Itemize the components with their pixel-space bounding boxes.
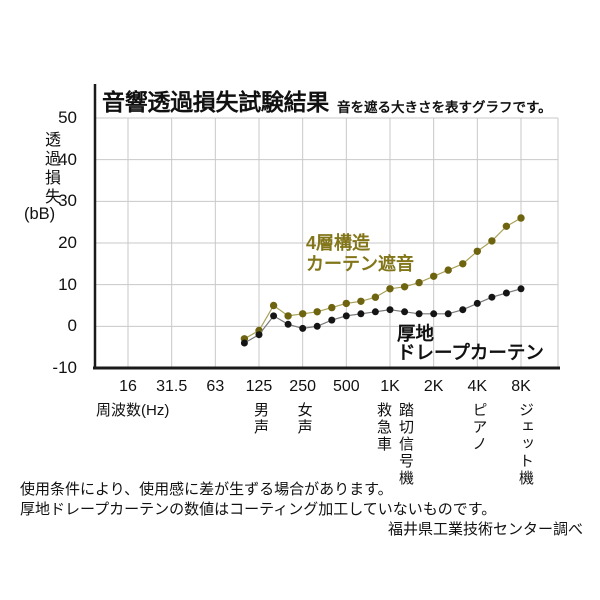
y-tick-label: 50 (58, 108, 77, 127)
x-tick-label: 250 (289, 378, 316, 395)
x-tick-label: 63 (206, 378, 225, 395)
data-point-4layer (415, 278, 423, 287)
data-point-drape (328, 316, 336, 324)
data-point-drape (401, 308, 409, 316)
data-point-4layer (284, 312, 292, 320)
x-axis-label: 周波数(Hz) (96, 402, 170, 419)
data-point-drape (444, 310, 452, 318)
x-tick-label: 16 (119, 378, 137, 395)
data-point-drape (357, 310, 365, 318)
data-point-drape (240, 339, 248, 347)
data-point-drape (342, 312, 350, 320)
data-point-4layer (502, 222, 511, 230)
data-point-4layer (328, 303, 336, 312)
legend-series-drape-line2: ドレープカーテン (397, 342, 544, 363)
chart-subtitle: 音を遮る大きさを表すグラフです。 (337, 100, 552, 115)
y-axis-label: 透過損失 (42, 131, 59, 207)
data-point-drape (473, 299, 481, 307)
data-point-4layer (473, 247, 481, 255)
data-point-drape (488, 293, 496, 301)
chart-title: 音響透過損失試験結果 (102, 89, 330, 115)
data-point-drape (313, 322, 321, 330)
legend-series-drape-line1: 厚地 (397, 323, 435, 344)
data-point-drape (502, 289, 510, 297)
y-tick-label: 10 (58, 274, 77, 294)
sound-marker: 救急車 (374, 402, 392, 453)
sound-marker: ジェット機 (516, 402, 534, 487)
y-tick-label: 20 (58, 233, 77, 252)
x-tick-label: 4K (467, 378, 488, 395)
y-tick-label: -10 (52, 358, 77, 377)
data-point-drape (386, 306, 394, 314)
y-axis-unit: (bB) (24, 205, 56, 223)
note-line-2: 厚地ドレープカーテンの数値はコーティング加工していないものです。 (20, 501, 497, 518)
data-point-4layer (371, 293, 380, 301)
data-point-4layer (488, 237, 496, 245)
data-point-drape (415, 310, 423, 318)
x-tick-label: 1K (380, 378, 400, 395)
sound-marker: 女声 (295, 402, 313, 436)
x-tick-label: 2K (423, 378, 444, 395)
x-tick-label: 500 (332, 378, 360, 395)
y-tick-label: 0 (67, 316, 77, 336)
sound-marker: ピアノ (470, 402, 488, 453)
data-point-4layer (386, 285, 394, 293)
legend-series-drape: 厚地 ドレープカーテン (397, 324, 544, 362)
x-tick-label: 125 (245, 378, 273, 395)
data-point-4layer (269, 301, 278, 310)
x-tick-label: 31.5 (156, 378, 188, 395)
data-point-4layer (299, 310, 307, 318)
source-credit: 福井県工業技術センター調べ (387, 521, 583, 538)
legend-series-4layer-line2: カーテン遮音 (306, 254, 414, 274)
data-point-drape (270, 312, 278, 320)
data-point-4layer (357, 297, 365, 305)
legend-series-4layer-line1: 4層構造 (306, 233, 371, 253)
data-point-drape (430, 310, 438, 318)
y-tick-label: 40 (58, 149, 77, 169)
data-point-drape (371, 308, 379, 316)
sound-marker: 男声 (251, 402, 269, 436)
data-point-4layer (313, 308, 321, 316)
data-point-drape (459, 306, 467, 314)
sound-marker: 踏切信号機 (396, 402, 414, 487)
data-point-4layer (342, 299, 350, 308)
data-point-4layer (400, 283, 409, 291)
data-point-drape (517, 285, 525, 293)
data-point-drape (255, 331, 263, 339)
y-tick-label: 30 (58, 191, 77, 211)
data-point-4layer (444, 266, 452, 274)
legend-series-4layer: 4層構造 カーテン遮音 (306, 233, 414, 275)
note-line-1: 使用条件により、使用感に差が生ずる場合があります。 (20, 481, 393, 498)
data-point-drape (284, 320, 292, 328)
data-point-4layer (517, 214, 525, 222)
x-tick-label: 8K (511, 378, 531, 395)
data-point-drape (299, 324, 307, 332)
data-point-4layer (430, 272, 438, 280)
data-point-4layer (459, 260, 467, 268)
